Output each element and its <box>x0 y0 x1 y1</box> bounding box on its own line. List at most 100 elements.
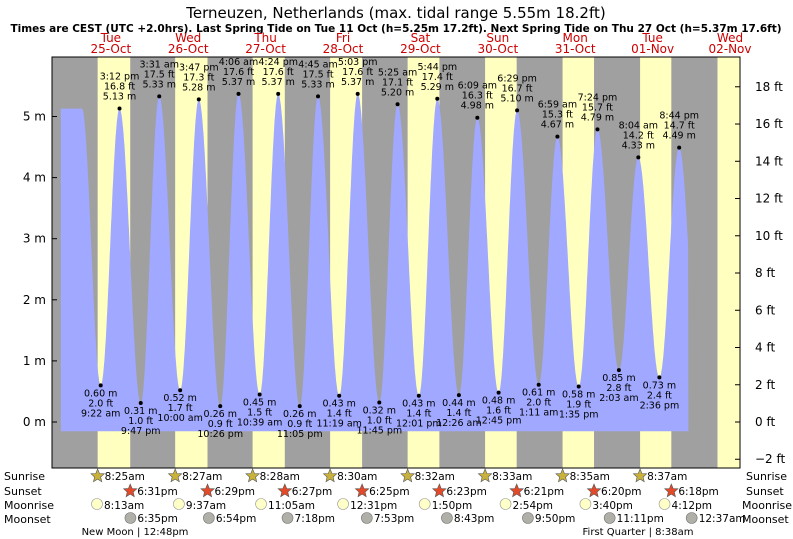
high-tide-label: 3:12 pm <box>100 72 140 83</box>
sunrise-time: 8:32am <box>415 471 455 483</box>
low-tide-label: 1.5 ft <box>247 408 272 419</box>
high-tide-label: 4:45 am <box>298 59 337 70</box>
low-tide-label: 0.26 m <box>204 409 237 420</box>
sunrise-time: 8:28am <box>260 471 300 483</box>
low-tide-point <box>536 382 541 387</box>
low-tide-label: 10:00 am <box>157 413 202 424</box>
moonrise-time: 9:37am <box>186 500 226 512</box>
y-right-tick-label: 8 ft <box>755 266 775 280</box>
sunrise-icon <box>400 468 416 483</box>
day-header-date: 28-Oct <box>323 42 364 56</box>
plot-frame <box>51 56 741 469</box>
low-tide-label: 0.43 m <box>402 399 435 410</box>
high-tide-label: 3:31 am <box>140 59 179 70</box>
sunset-icon <box>122 483 138 498</box>
moonrise-icon <box>658 498 671 510</box>
moonrise-icon <box>337 498 349 510</box>
row-label-sunset-left: Sunset <box>4 485 42 498</box>
high-tide-point <box>236 91 241 96</box>
moonset-icon <box>281 512 294 524</box>
high-tide-point <box>515 108 520 113</box>
row-label-sunrise-left: Sunrise <box>4 470 45 483</box>
high-tide-label: 8:04 am <box>619 120 658 131</box>
high-tide-label: 4.49 m <box>662 131 695 142</box>
low-tide-point <box>297 404 302 409</box>
y-right-tick-label: 16 ft <box>755 117 783 131</box>
sunset-icon <box>586 483 602 498</box>
low-tide-point <box>616 368 621 373</box>
high-tide-point <box>157 94 162 99</box>
moonset-icon <box>685 512 698 524</box>
y-right-tick-label: 6 ft <box>755 303 775 317</box>
y-left-tick-label: 4 m <box>23 171 46 185</box>
low-tide-point <box>98 383 103 388</box>
daylight-band <box>717 57 740 468</box>
sun-moon-rows: Sunrise Sunset Moonrise Moonset Sunrise … <box>4 470 792 526</box>
high-tide-label: 5.37 m <box>222 77 255 88</box>
low-tide-label: 12:01 pm <box>396 419 442 430</box>
row-label-sunrise-right: Sunrise <box>746 470 787 483</box>
low-tide-label: 0.85 m <box>602 373 635 384</box>
low-tide-label: 2.8 ft <box>606 383 631 394</box>
moonrise-icon <box>499 498 512 510</box>
high-tide-label: 4.98 m <box>461 101 494 112</box>
moonset-icon <box>124 512 137 524</box>
high-tide-label: 5:44 pm <box>417 62 457 73</box>
sunset-time: 6:31pm <box>137 486 177 498</box>
moonset-time: 11:11pm <box>617 513 664 525</box>
low-tide-point <box>496 390 501 395</box>
low-tide-label: 11:45 pm <box>356 425 402 436</box>
sunrise-time: 8:30am <box>337 471 377 483</box>
day-header-date: 27-Oct <box>245 42 286 56</box>
moonset-icon <box>441 512 453 524</box>
moonset-time: 6:35pm <box>137 513 177 525</box>
low-tide-label: 9:22 am <box>81 408 120 419</box>
high-tide-label: 5.28 m <box>182 82 215 93</box>
day-header-dow: Sun <box>486 31 509 45</box>
high-tide-label: 17.4 ft <box>422 72 453 83</box>
low-tide-label: 1.6 ft <box>486 406 511 417</box>
low-tide-label: 0.26 m <box>283 409 316 420</box>
moonrise-icon <box>579 498 592 510</box>
high-tide-label: 17.6 ft <box>342 67 373 78</box>
low-tide-label: 10:39 am <box>237 418 282 429</box>
high-tide-point <box>435 96 440 101</box>
high-tide-label: 17.5 ft <box>144 69 175 80</box>
day-header-dow: Wed <box>175 31 201 45</box>
y-right-tick-label: 2 ft <box>755 378 775 392</box>
moonrise-time: 11:05am <box>268 500 315 512</box>
day-header-dow: Tue <box>100 31 122 45</box>
y-left-tick-label: 5 m <box>23 110 46 124</box>
row-label-moonset-left: Moonset <box>4 513 51 526</box>
low-tide-point <box>337 393 342 398</box>
low-tide-label: 10:26 pm <box>197 429 243 440</box>
sunset-time: 6:20pm <box>601 486 641 498</box>
day-header-date: 30-Oct <box>477 42 518 56</box>
y-left-tick-label: 1 m <box>23 354 46 368</box>
high-tide-label: 7:24 pm <box>578 92 618 103</box>
high-tide-point <box>395 102 400 107</box>
plot-border <box>51 56 741 469</box>
row-label-moonrise-left: Moonrise <box>4 499 54 512</box>
y-axis-left: 0 m 1 m 2 m 3 m 4 m 5 m <box>23 110 57 429</box>
high-tide-label: 5.33 m <box>301 79 334 90</box>
y-left-tick-label: 2 m <box>23 293 46 307</box>
day-header-dow: Fri <box>336 31 350 45</box>
high-tide-point <box>677 145 682 150</box>
moon-phase-new: New Moon | 12:48pm <box>82 527 189 538</box>
sun-moon-events: 8:25am 6:31pm 8:27am 6:29pm 8:28am 6:27pm 8:30… <box>82 468 746 538</box>
moonset-time: 8:43pm <box>454 513 494 525</box>
high-tide-label: 17.3 ft <box>183 72 214 83</box>
low-tide-label: 0.45 m <box>243 398 276 409</box>
day-header-dow: Thu <box>253 31 277 45</box>
moonset-time: 6:54pm <box>216 513 256 525</box>
y-axis-right: −2 ft 0 ft 2 ft 4 ft 6 ft 8 ft 10 ft 12 ft 14 ft… <box>735 80 786 466</box>
high-tide-label: 3:47 pm <box>179 62 219 73</box>
day-header-dow: Wed <box>717 31 743 45</box>
low-tide-point <box>138 401 143 406</box>
day-header-date: 26-Oct <box>168 42 209 56</box>
low-tide-label: 0.43 m <box>322 399 355 410</box>
high-tide-label: 5.10 m <box>500 93 533 104</box>
moonrise-time: 8:13am <box>104 500 144 512</box>
